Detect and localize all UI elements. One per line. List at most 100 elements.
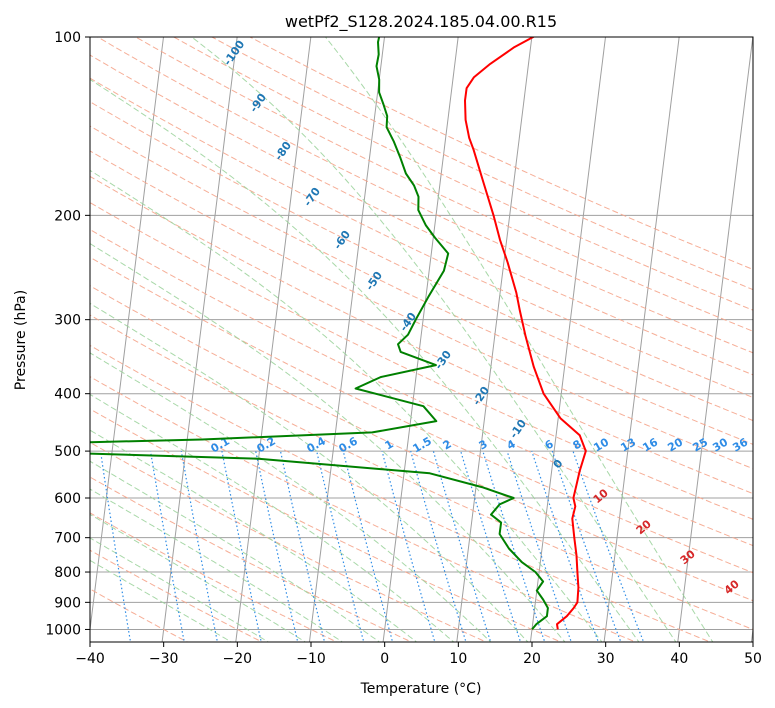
x-tick-label: 0 [380,651,389,667]
moist-adiabat-label: -20 [470,384,492,408]
mixing-ratio-line [506,450,572,642]
isotherm-gridline [90,37,165,634]
isotherm-gridline [382,37,459,642]
chart-title: wetPf2_S128.2024.185.04.00.R15 [285,12,557,32]
isotherm-gridline [750,625,753,642]
moist-adiabat-line [90,537,270,642]
dry-adiabat-line [90,201,753,520]
dry-adiabat-line [90,54,753,376]
x-tick-label: −10 [296,651,326,667]
dry-adiabat-line [90,441,488,642]
dry-adiabat-line [90,314,753,630]
mixing-ratio-line [460,450,522,642]
moist-adiabat-line [90,559,233,642]
dry-adiabat-line [134,37,753,332]
isotherm-gridline [603,37,680,642]
isotherm-gridline [161,37,238,642]
moist-adiabat-line [325,37,714,642]
y-tick-label: 500 [54,444,81,460]
moist-adiabat-label: -80 [272,139,294,163]
mixing-ratio-line [572,450,645,642]
y-tick-label: 900 [54,595,81,611]
mixing-ratio-line [551,450,622,642]
mixing-ratio-line [531,450,599,642]
dry-adiabat-line [90,256,753,574]
moist-adiabat-line [90,352,492,642]
dry-adiabat-line [90,512,338,642]
background-lines [54,37,753,644]
y-tick-label: 300 [54,313,81,329]
y-axis-label: Pressure (hPa) [13,290,29,390]
x-tick-label: −20 [223,651,253,667]
isotherm-gridline [308,37,386,642]
mixing-ratio-line [482,450,546,642]
moist-adiabat-line [191,37,677,642]
dry-adiabat-line [210,37,753,291]
dry-adiabat-line [90,476,413,642]
dry-adiabat-line [90,408,563,642]
moist-adiabat-label: 0 [551,457,566,471]
dry-adiabat-line [96,37,753,354]
mixing-ratio-line [180,450,219,642]
mixing-ratio-label: 0.6 [337,434,361,455]
dry-adiabat-line [90,77,753,399]
temperature-profile-line [464,37,587,630]
moist-adiabat-label: -30 [432,348,454,372]
x-tick-label: 10 [449,651,467,667]
sounding-profiles [90,37,587,631]
mixing-ratio-line [279,450,326,642]
dry-adiabat-line [90,175,753,495]
mixing-ratio-line [381,450,436,642]
x-tick-label: 20 [523,651,541,667]
dry-adiabat-label: 10 [591,486,611,506]
dewpoint-profile-line [90,37,549,631]
x-tick-label: 40 [670,651,688,667]
isotherm-gridline [235,37,312,642]
moist-adiabat-label: -100 [221,38,248,68]
moist-adiabat-line [90,393,455,642]
moist-adiabat-line [90,302,529,642]
dry-adiabat-line [90,549,264,642]
mixing-ratio-line [255,450,299,642]
isotherm-gridline [456,37,533,642]
isotherm-gridline [677,37,753,642]
moist-adiabat-line [90,460,381,642]
dry-adiabat-line [90,125,753,445]
mixing-ratio-line [221,450,262,642]
mixing-ratio-line [316,450,365,642]
y-tick-label: 1000 [45,622,81,638]
mixing-ratio-label: 3 [477,437,490,452]
moist-adiabat-line [90,169,603,642]
mixing-ratio-line [149,451,185,642]
moist-adiabat-label: -60 [331,228,353,252]
x-tick-label: 30 [597,651,615,667]
moist-adiabat-label: -90 [247,91,269,115]
moist-adiabat-label: -50 [363,269,385,293]
x-tick-label: −30 [149,651,179,667]
moist-adiabat-line [90,429,418,642]
y-tick-label: 600 [54,491,81,507]
x-axis-label: Temperature (°C) [360,681,482,697]
mixing-ratio-line [342,450,394,642]
y-tick-label: 400 [54,387,81,403]
y-tick-label: 700 [54,531,81,547]
moist-adiabat-line [90,78,640,642]
plot-frame [89,36,754,643]
mixing-ratio-label: 1 [383,437,396,452]
isotherm-gridline [529,37,607,642]
dry-adiabat-line [90,150,753,470]
x-tick-label: −40 [75,651,105,667]
dry-adiabat-label: 30 [678,547,698,567]
dry-adiabat-line [90,344,712,642]
moist-adiabat-line [90,243,566,642]
dry-adiabat-label: 40 [722,577,742,597]
mixing-ratio-line [54,451,81,644]
axes: −40 −30 −20 −10 0 10 20 30 40 5010020030040050060… [45,30,762,667]
y-tick-label: 200 [54,208,81,224]
y-tick-label: 800 [54,565,81,581]
x-tick-label: 50 [744,651,762,667]
mixing-ratio-line [410,450,467,642]
mixing-ratio-line [99,451,132,642]
moist-adiabat-label: -40 [397,310,419,334]
